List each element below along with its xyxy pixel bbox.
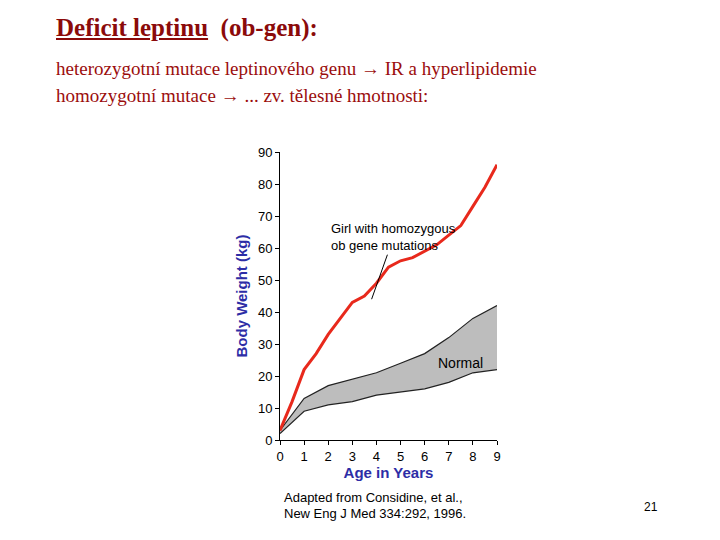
svg-text:Girl with homozygousob gene mu: Girl with homozygousob gene mutations bbox=[331, 221, 456, 253]
svg-text:Age in Years: Age in Years bbox=[344, 464, 434, 481]
html-text:heterozygotní mutace leptinové: heterozygotní mutace leptinového genu → … bbox=[56, 58, 537, 79]
svg-text:Normal: Normal bbox=[438, 355, 483, 371]
html-text:homozygotní mutace → ... zv. t: homozygotní mutace → ... zv. tělesné hmo… bbox=[56, 85, 429, 106]
svg-text:1: 1 bbox=[300, 449, 307, 464]
svg-text:4: 4 bbox=[373, 449, 380, 464]
svg-text:90: 90 bbox=[258, 145, 272, 160]
svg-text:10: 10 bbox=[258, 401, 272, 416]
svg-text:7: 7 bbox=[445, 449, 452, 464]
svg-text:Body Weight (kg): Body Weight (kg) bbox=[233, 234, 250, 357]
svg-text:20: 20 bbox=[258, 369, 272, 384]
svg-text:9: 9 bbox=[493, 449, 500, 464]
svg-text:2: 2 bbox=[325, 449, 332, 464]
html-text:Adapted from Considine, et al.: Adapted from Considine, et al., bbox=[284, 490, 463, 505]
svg-text:30: 30 bbox=[258, 337, 272, 352]
svg-text:60: 60 bbox=[258, 241, 272, 256]
html-text:New Eng J Med 334:292, 1996.: New Eng J Med 334:292, 1996. bbox=[284, 506, 467, 521]
svg-text:50: 50 bbox=[258, 273, 272, 288]
svg-text:80: 80 bbox=[258, 177, 272, 192]
html-text:21: 21 bbox=[644, 500, 658, 514]
svg-text:70: 70 bbox=[258, 209, 272, 224]
svg-text:3: 3 bbox=[349, 449, 356, 464]
svg-text:40: 40 bbox=[258, 305, 272, 320]
svg-text:6: 6 bbox=[421, 449, 428, 464]
svg-text:5: 5 bbox=[397, 449, 404, 464]
svg-text:8: 8 bbox=[469, 449, 476, 464]
svg-text:0: 0 bbox=[276, 449, 283, 464]
html-text:Deficit leptinu (ob-gen):: Deficit leptinu (ob-gen): bbox=[56, 14, 318, 41]
svg-text:0: 0 bbox=[265, 433, 272, 448]
